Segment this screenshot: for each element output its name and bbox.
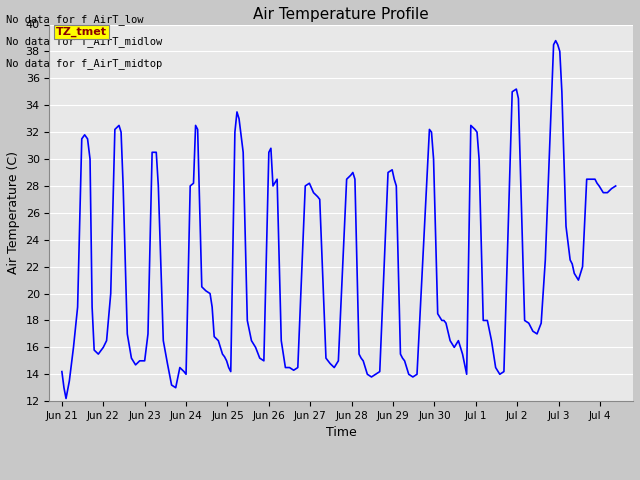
Y-axis label: Air Temperature (C): Air Temperature (C) [7, 151, 20, 275]
Text: No data for f_AirT_midlow: No data for f_AirT_midlow [6, 36, 163, 47]
X-axis label: Time: Time [326, 426, 356, 440]
Title: Air Temperature Profile: Air Temperature Profile [253, 7, 429, 22]
Text: No data for f_AirT_low: No data for f_AirT_low [6, 14, 144, 25]
Text: No data for f_AirT_midtop: No data for f_AirT_midtop [6, 58, 163, 69]
Text: TZ_tmet: TZ_tmet [56, 27, 107, 37]
Legend: AirT 22m: AirT 22m [291, 478, 392, 480]
